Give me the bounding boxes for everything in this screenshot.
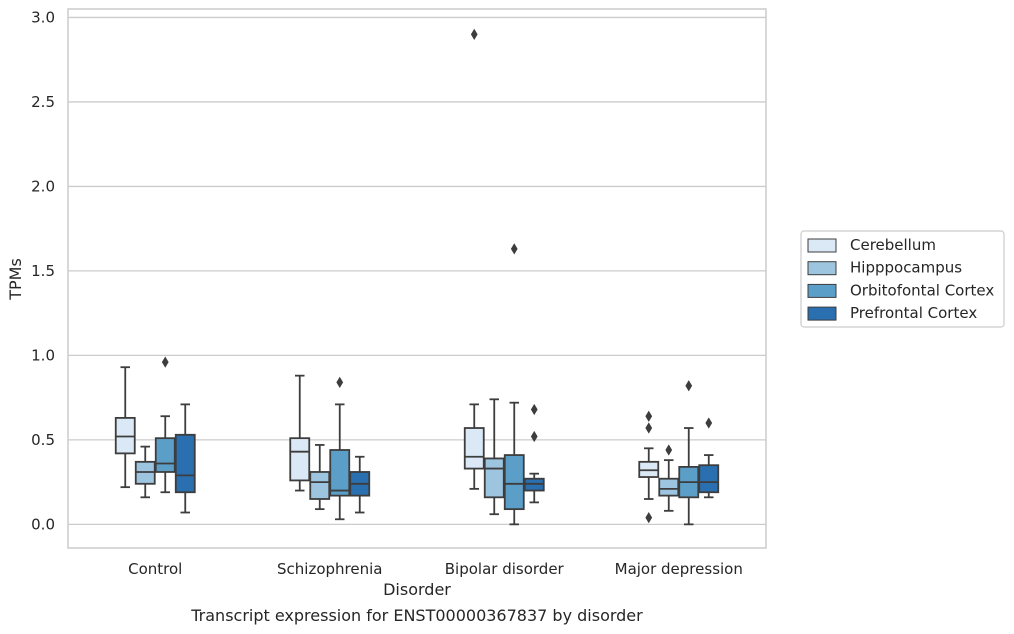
box-iqr [503,454,525,511]
box-cerebellum [463,28,485,490]
box-orbitofontal-cortex [154,356,176,494]
figure-caption: Transcript expression for ENST0000036783… [191,606,643,625]
legend-label: Prefrontal Cortex [850,304,977,322]
outlier-point [336,376,344,389]
box-hipppocampus [483,398,505,516]
x-tick-label: Schizophrenia [277,560,382,578]
legend-frame [800,230,1005,328]
legend-swatch [807,283,837,298]
y-tick-labels: 0.0 0.5 1.0 1.5 2.0 2.5 3.0 [31,8,55,533]
box-prefrontal-cortex [349,455,371,514]
box-cerebellum [289,374,311,492]
box-plot-chart: 0.0 0.5 1.0 1.5 2.0 2.5 3.0 Control Schizophren… [6,8,1005,599]
box-iqr [154,437,176,473]
outlier-point [470,28,478,40]
box-orbitofontal-cortex [329,376,351,521]
outlier-point [645,422,653,434]
legend-swatch [807,306,837,321]
y-tick-label: 1.0 [31,346,55,364]
box-cerebellum [114,366,136,489]
outlier-point [665,444,673,456]
y-tick-label: 1.5 [31,262,55,280]
x-tick-label: Bipolar disorder [445,560,565,578]
box-iqr [658,477,680,497]
box-hipppocampus [658,444,680,512]
outlier-point [645,511,653,524]
box-iqr [174,433,196,494]
y-tick-label: 0.5 [31,431,55,449]
legend-swatch [807,238,837,253]
legend: Cerebellum Hipppocampus Orbitofontal Corte… [800,230,1005,328]
x-tick-label: Control [128,560,182,578]
y-tick-label: 2.5 [31,93,55,111]
box-iqr [289,437,311,482]
x-tick-label: Major depression [615,560,743,578]
outlier-point [685,380,693,392]
outlier-point [530,430,538,443]
box-prefrontal-cortex [523,403,545,504]
outlier-point [530,403,538,416]
box-iqr [483,457,505,499]
x-axis-label: Disorder [383,580,451,599]
legend-swatch [807,261,837,276]
box-hipppocampus [134,445,156,499]
plot-frame [67,8,767,549]
box-iqr [329,449,351,497]
box-prefrontal-cortex [174,403,196,514]
box-orbitofontal-cortex [503,243,525,526]
outlier-point [161,356,169,368]
box-iqr [698,464,720,494]
legend-label: Hipppocampus [850,259,962,277]
outlier-point [510,243,518,255]
y-axis-label: TPMs [6,258,25,301]
x-tick-labels: Control Schizophrenia Bipolar disorder Majo… [128,560,743,578]
box-cerebellum [638,410,660,524]
outlier-point [645,410,653,422]
y-tick-label: 0.0 [31,515,55,533]
outlier-point [705,417,713,429]
box-iqr [463,427,485,470]
box-hipppocampus [309,444,331,511]
box-series [114,28,720,526]
box-orbitofontal-cortex [678,380,700,526]
box-iqr [309,471,331,500]
legend-label: Cerebellum [850,236,936,254]
box-prefrontal-cortex [698,417,720,499]
legend-label: Orbitofontal Cortex [850,281,994,299]
y-tick-label: 2.0 [31,177,55,195]
y-tick-label: 3.0 [31,8,55,26]
